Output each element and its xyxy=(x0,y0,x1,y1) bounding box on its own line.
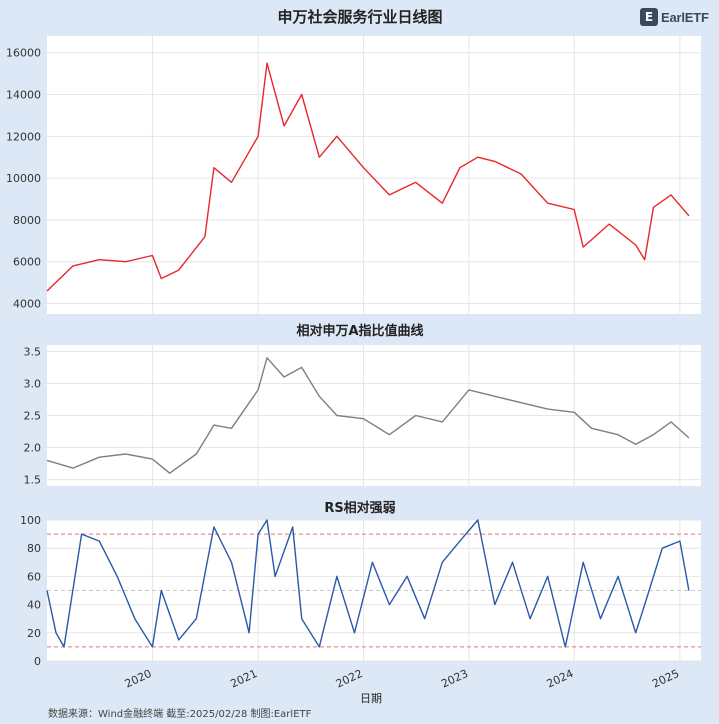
x-tick-label: 2023 xyxy=(439,667,470,691)
y-tick-labels: 4000 6000 8000 10000 12000 14000 16000 1.5 2.0 2.… xyxy=(6,47,41,668)
price-line xyxy=(46,62,690,292)
rs-chart-title: RS相对强弱 xyxy=(324,500,395,516)
price-chart-title: 申万社会服务行业日线图 xyxy=(277,8,442,26)
y-tick-label: 10000 xyxy=(6,172,41,185)
relative-line xyxy=(46,357,690,474)
y-tick-label: 3.0 xyxy=(24,377,42,390)
logo-text: EarlETF xyxy=(661,9,709,25)
x-axis-label: 日期 xyxy=(360,692,382,705)
earletf-logo: E EarlETF xyxy=(640,5,712,29)
gridlines xyxy=(47,36,701,662)
y-tick-label: 14000 xyxy=(6,89,41,102)
rs-line xyxy=(46,519,690,648)
price-plot-area xyxy=(47,36,701,314)
y-tick-label: 6000 xyxy=(13,256,41,269)
y-tick-label: 12000 xyxy=(6,130,41,143)
x-tick-label: 2024 xyxy=(545,667,576,691)
y-tick-label: 1.5 xyxy=(24,474,42,487)
y-tick-label: 100 xyxy=(20,514,41,527)
x-tick-label: 2020 xyxy=(123,667,154,691)
y-tick-label: 8000 xyxy=(13,214,41,227)
y-tick-label: 0 xyxy=(34,655,41,668)
y-tick-label: 2.0 xyxy=(24,442,42,455)
x-tick-label: 2021 xyxy=(228,667,259,691)
y-tick-label: 16000 xyxy=(6,47,41,60)
relative-chart-title: 相对申万A指比值曲线 xyxy=(296,323,423,339)
y-tick-label: 20 xyxy=(27,627,41,640)
x-tick-labels: 2020 2021 2022 2023 2024 2025 xyxy=(123,667,681,691)
series-lines xyxy=(46,62,690,648)
y-tick-label: 3.5 xyxy=(24,345,42,358)
source-footer: 数据来源：Wind金融终端 截至:2025/02/28 制图:EarlETF xyxy=(48,709,312,720)
logo-mark-icon: E xyxy=(640,8,658,26)
y-tick-label: 4000 xyxy=(13,298,41,311)
x-tick-label: 2022 xyxy=(334,667,365,691)
x-tick-label: 2025 xyxy=(650,667,681,691)
y-tick-label: 60 xyxy=(27,570,41,583)
rs-reference-lines xyxy=(47,533,701,648)
y-tick-label: 2.5 xyxy=(24,410,42,423)
y-tick-label: 80 xyxy=(27,542,41,555)
y-tick-label: 40 xyxy=(27,599,41,612)
